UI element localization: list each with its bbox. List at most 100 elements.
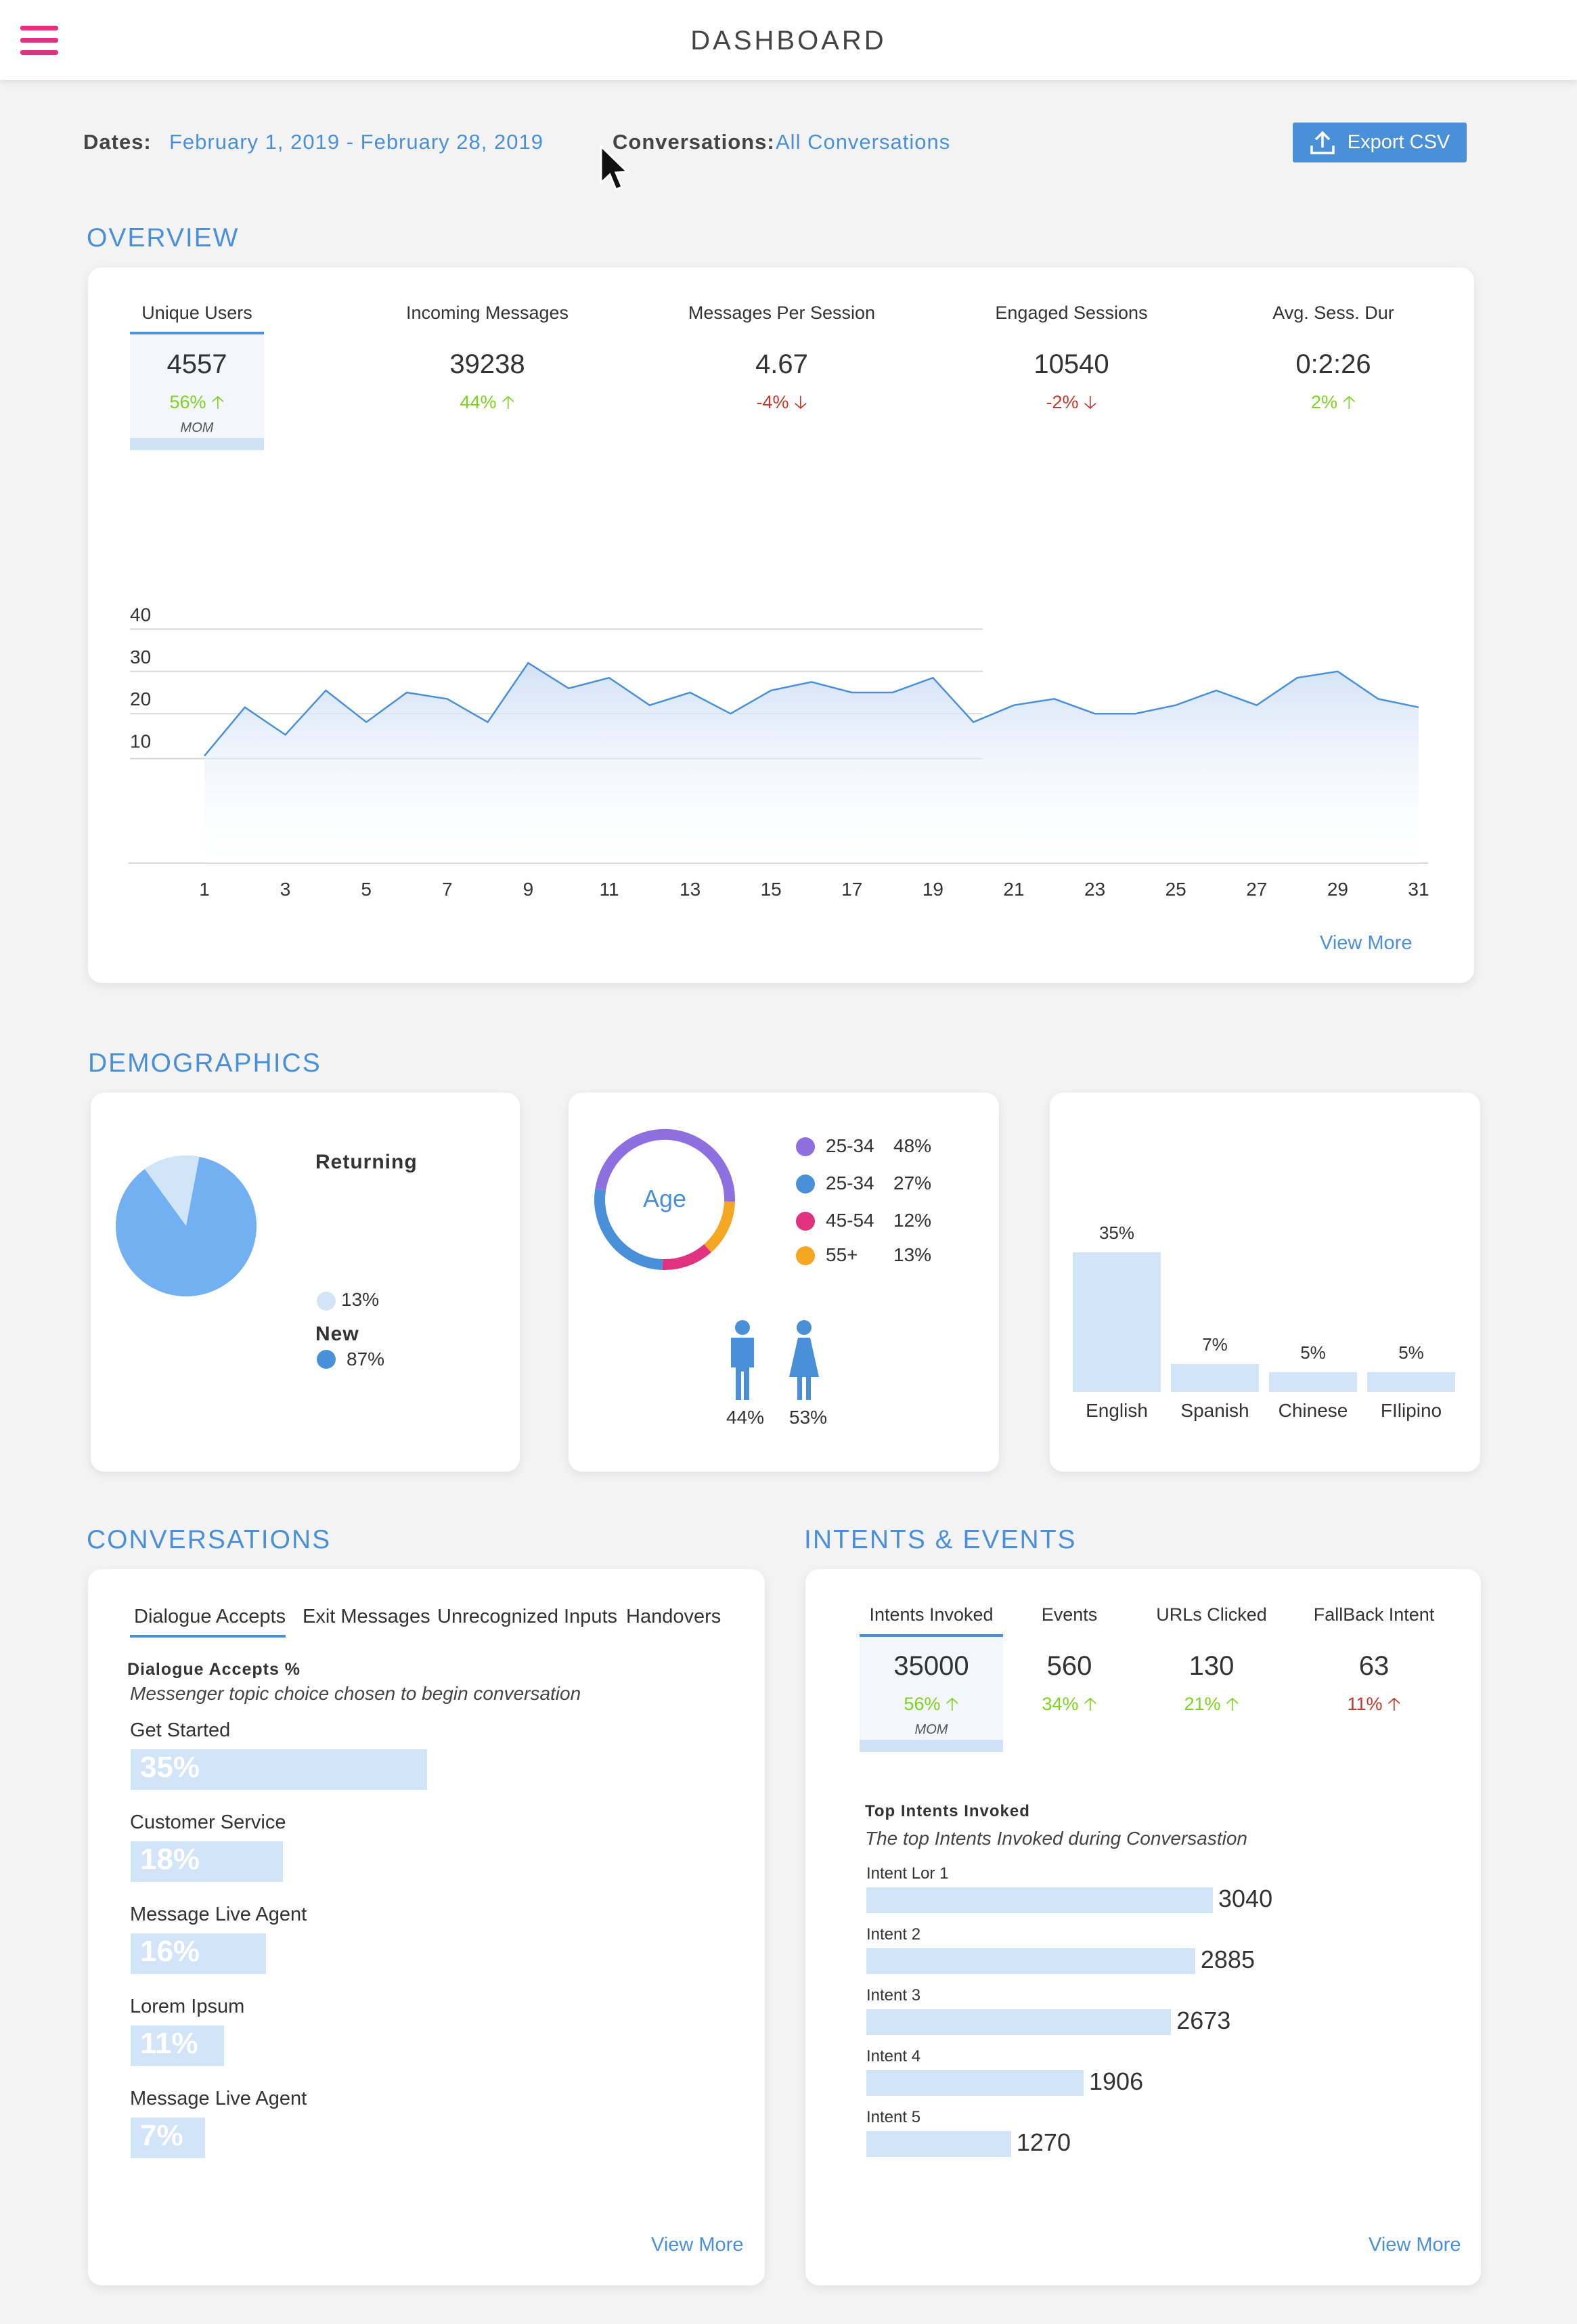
metric-label: Intents Invoked xyxy=(869,1604,994,1625)
dialogue-accept-percent: 16% xyxy=(140,1935,200,1968)
dialogue-accept-bar: 35% xyxy=(131,1749,427,1790)
tab-handovers[interactable]: Handovers xyxy=(626,1606,721,1627)
x-tick-label: 9 xyxy=(523,879,534,900)
language-bar xyxy=(1073,1252,1161,1392)
selected-intent-metric-background xyxy=(860,1634,1003,1749)
x-tick-label: 21 xyxy=(1003,879,1024,900)
tab-exit-messages[interactable]: Exit Messages xyxy=(303,1606,430,1627)
metric-intents-invoked[interactable]: Intents Invoked 35000 56% 🡡 MOM xyxy=(843,1604,1019,1738)
metric-incoming-messages[interactable]: Incoming Messages 39238 44% 🡡 xyxy=(365,303,609,420)
metric-messages-per-session[interactable]: Messages Per Session 4.67 -4% 🡣 xyxy=(660,303,904,420)
intent-value: 2885 xyxy=(1200,1946,1255,1973)
metric-change: -4% xyxy=(756,392,789,412)
age-legend-range-2: 25-34 xyxy=(826,1172,874,1193)
metric-value: 130 xyxy=(1189,1651,1235,1681)
metric-label: URLs Clicked xyxy=(1156,1604,1267,1625)
metric-engaged-sessions[interactable]: Engaged Sessions 10540 -2% 🡣 xyxy=(950,303,1193,420)
conv-tab-underline xyxy=(130,1635,286,1638)
conversations-filter-select[interactable]: All Conversations xyxy=(776,130,951,154)
y-tick-label: 10 xyxy=(130,731,151,752)
metric-unique-users[interactable]: Unique Users 4557 56% 🡡 MOM xyxy=(110,303,284,436)
arrow-up-icon: 🡡 xyxy=(502,392,515,412)
metric-change: 56% xyxy=(904,1694,941,1714)
app-header: DASHBOARD xyxy=(0,0,1577,80)
top-intents-list: Intent Lor 1 3040 Intent 2 2885 Intent 3 2673… xyxy=(805,1569,1481,2246)
age-legend-range-1: 25-34 xyxy=(826,1135,874,1156)
x-tick-label: 27 xyxy=(1246,879,1267,900)
age-legend-dot-4 xyxy=(796,1246,815,1265)
female-icon xyxy=(789,1320,819,1400)
intents-events-card: Intents Invoked 35000 56% 🡡 MOM Events 5… xyxy=(805,1569,1481,2285)
language-bar xyxy=(1269,1372,1357,1392)
language-bar-label: 7% xyxy=(1202,1334,1228,1355)
metric-avg-session-duration[interactable]: Avg. Sess. Dur 0:2:26 2% 🡡 xyxy=(1212,303,1455,420)
age-donut-label: Age xyxy=(642,1185,687,1212)
new-label: New xyxy=(315,1323,359,1345)
returning-percent: 13% xyxy=(341,1289,380,1310)
dialogue-accept-percent: 18% xyxy=(140,1843,200,1876)
age-donut-chart xyxy=(594,1128,736,1271)
intents-view-more-link[interactable]: View More xyxy=(1369,2234,1461,2256)
overview-title: OVERVIEW xyxy=(87,223,240,253)
x-tick-label: 3 xyxy=(280,879,291,900)
metric-value: 4.67 xyxy=(755,349,808,379)
x-tick-label: 15 xyxy=(761,879,782,900)
x-tick-label: 23 xyxy=(1084,879,1105,900)
dialogue-accept-label: Message Live Agent xyxy=(130,2088,307,2109)
metric-label: Unique Users xyxy=(141,303,252,323)
y-tick-label: 40 xyxy=(130,604,151,625)
dialogue-accept-percent: 35% xyxy=(140,1751,200,1784)
metric-change: 11% xyxy=(1347,1694,1383,1714)
metric-label: Incoming Messages xyxy=(405,303,569,323)
age-legend-pct-3: 12% xyxy=(893,1210,932,1231)
x-tick-label: 19 xyxy=(923,879,943,900)
languages-bar-chart: 35% English 7% Spanish 5% Chinese 5% FIlipino xyxy=(1050,1093,1480,1472)
conversations-view-more-link[interactable]: View More xyxy=(651,2234,744,2256)
dialogue-accepts-subheading: Messenger topic choice chosen to begin c… xyxy=(130,1683,581,1704)
dialogue-accept-label: Get Started xyxy=(130,1719,231,1741)
hamburger-menu-icon[interactable] xyxy=(20,26,58,57)
age-donut-segment xyxy=(594,1188,663,1270)
age-donut-segment xyxy=(704,1201,735,1253)
metric-label: Engaged Sessions xyxy=(995,303,1148,323)
export-csv-button[interactable]: Export CSV xyxy=(1293,123,1467,162)
selected-metric-underline xyxy=(130,332,264,334)
x-tick-label: 5 xyxy=(361,879,372,900)
new-percent: 87% xyxy=(347,1349,385,1369)
arrow-up-icon: 🡡 xyxy=(946,1694,959,1714)
dates-picker[interactable]: February 1, 2019 - February 28, 2019 xyxy=(169,130,543,154)
intent-label: Intent 5 xyxy=(866,2108,921,2126)
arrow-up-icon: 🡡 xyxy=(1387,1694,1401,1714)
returning-label: Returning xyxy=(315,1151,418,1173)
metric-value: 63 xyxy=(1358,1651,1390,1681)
language-name: FIlipino xyxy=(1380,1400,1442,1421)
tab-dialogue-accepts[interactable]: Dialogue Accepts xyxy=(134,1606,286,1627)
intent-bar xyxy=(866,1887,1213,1913)
metric-value: 4557 xyxy=(166,349,227,379)
overview-view-more-link[interactable]: View More xyxy=(1320,932,1413,954)
metric-value: 0:2:26 xyxy=(1295,349,1371,379)
metric-fallback-intent[interactable]: FallBack Intent 63 11% 🡡 xyxy=(1286,1604,1462,1722)
intent-label: Intent 2 xyxy=(866,1925,921,1944)
top-intents-subheading: The top Intents Invoked during Conversas… xyxy=(865,1828,1248,1849)
tab-unrecognized-inputs[interactable]: Unrecognized Inputs xyxy=(437,1606,617,1627)
intent-bar xyxy=(866,2009,1172,2035)
age-legend-dot-3 xyxy=(796,1212,815,1231)
intents-events-title: INTENTS & EVENTS xyxy=(804,1525,1077,1554)
conversations-title: CONVERSATIONS xyxy=(87,1525,332,1554)
language-name: English xyxy=(1086,1400,1148,1421)
language-bar xyxy=(1171,1363,1259,1392)
metric-change: 44% xyxy=(460,392,497,412)
dialogue-accept-bar: 7% xyxy=(131,2118,205,2158)
metric-label: FallBack Intent xyxy=(1313,1604,1435,1625)
intent-value: 1270 xyxy=(1016,2128,1071,2156)
male-icon xyxy=(731,1320,754,1400)
metric-urls-clicked[interactable]: URLs Clicked 130 21% 🡡 xyxy=(1130,1604,1293,1722)
metric-events[interactable]: Events 560 34% 🡡 xyxy=(1008,1604,1130,1722)
intent-label: Intent 3 xyxy=(866,1986,921,2004)
series-line xyxy=(204,661,1419,757)
metric-change: 21% xyxy=(1184,1694,1221,1714)
languages-card: 35% English 7% Spanish 5% Chinese 5% FIlipino xyxy=(1050,1093,1480,1472)
metric-note: MOM xyxy=(914,1722,948,1737)
